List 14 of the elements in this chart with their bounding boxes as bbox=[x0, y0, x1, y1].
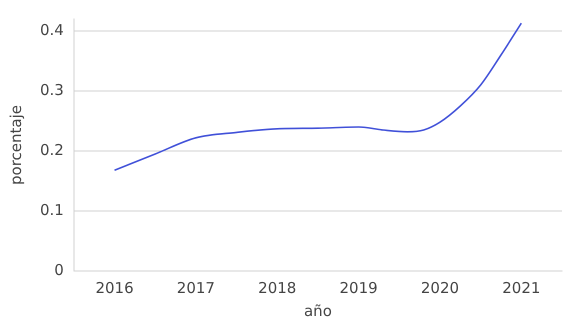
y-axis-title: porcentaje bbox=[6, 105, 25, 185]
y-tick-label: 0.1 bbox=[40, 200, 64, 219]
y-tick-label: 0 bbox=[54, 260, 64, 279]
x-tick-label: 2020 bbox=[420, 278, 460, 297]
x-tick-label: 2019 bbox=[340, 278, 378, 297]
y-tick-label: 0.3 bbox=[40, 80, 64, 99]
y-tick-label: 0.2 bbox=[40, 140, 64, 159]
x-tick-label: 2018 bbox=[258, 278, 296, 297]
x-tick-label: 2017 bbox=[176, 278, 215, 297]
line-series bbox=[114, 22, 522, 171]
x-tick-label: 2021 bbox=[502, 278, 540, 297]
y-tick-label: 0.4 bbox=[40, 20, 64, 39]
x-tick-label: 2016 bbox=[95, 278, 134, 297]
x-axis-title: año bbox=[304, 302, 332, 320]
